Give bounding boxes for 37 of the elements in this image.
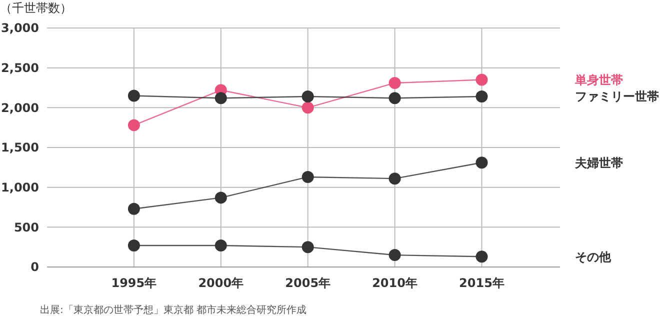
x-tick-label: 1995年: [111, 276, 157, 290]
point: [302, 90, 314, 103]
point: [476, 156, 488, 169]
point: [302, 170, 314, 183]
text: ファミリー世帯: [575, 90, 659, 104]
text: 夫婦世帯: [574, 156, 623, 170]
point: [128, 119, 140, 132]
point: [214, 192, 227, 204]
point: [476, 74, 488, 86]
point: [388, 92, 401, 104]
point: [128, 90, 140, 102]
y-tick-label: 1,000: [1, 180, 39, 195]
text: 出展:「東京都の世帯予想」東京都 都市未来総合研究所作成: [40, 304, 307, 316]
point: [214, 239, 227, 252]
point: [476, 90, 488, 103]
point: [388, 76, 401, 89]
point: [214, 92, 227, 104]
y-tick-label: 3,000: [1, 21, 39, 36]
y-tick-label: 1,500: [1, 140, 39, 155]
y-tick-label: 2,000: [1, 100, 39, 115]
point: [128, 239, 140, 252]
x-tick-label: 2000年: [198, 276, 244, 290]
y-tick-label: 2,500: [1, 61, 39, 76]
point: [476, 250, 488, 263]
y-axis-title: （千世帯数）: [0, 1, 72, 15]
y-tick-label: 0: [30, 260, 39, 274]
x-tick-label: 2010年: [372, 276, 418, 290]
point: [302, 102, 314, 114]
text: その他: [575, 250, 612, 264]
y-tick-label: 500: [14, 220, 39, 234]
text: 単身世帯: [574, 72, 623, 87]
point: [388, 249, 401, 262]
point: [128, 202, 140, 215]
point: [302, 241, 314, 254]
point: [388, 172, 401, 185]
x-tick-label: 2005年: [285, 276, 331, 290]
x-tick-label: 2015年: [459, 276, 504, 290]
